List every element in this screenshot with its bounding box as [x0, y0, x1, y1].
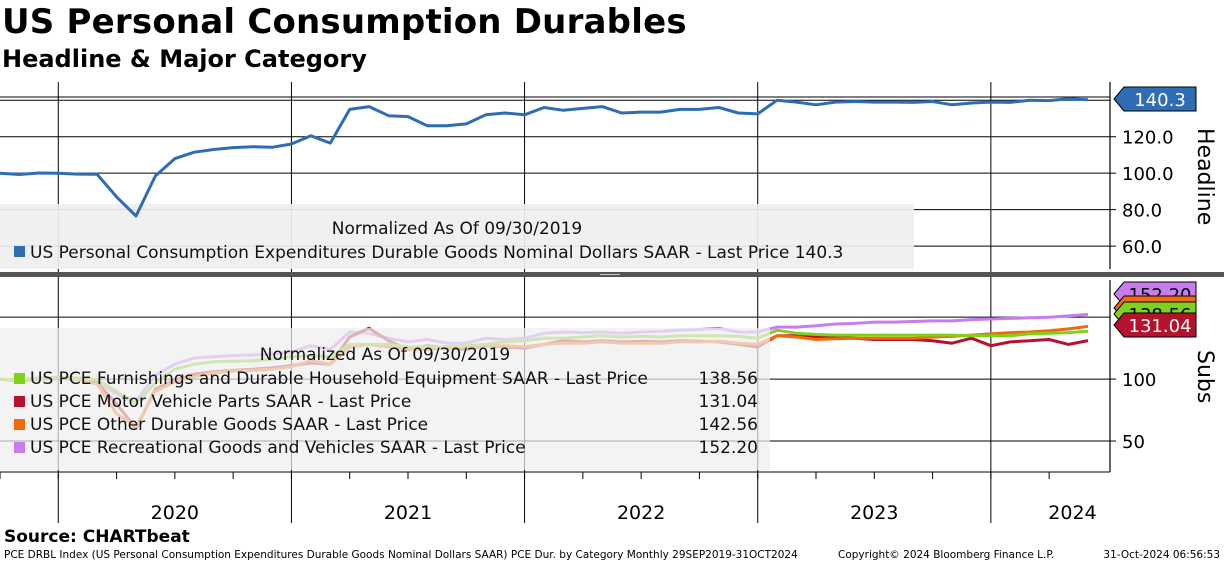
footer-timestamp: 31-Oct-2024 06:56:53 [1103, 549, 1220, 561]
legend-last-price-recreational: 152.20 [699, 438, 758, 458]
legend-swatch-motor [14, 396, 25, 407]
legend-label-recreational: US PCE Recreational Goods and Vehicles S… [30, 438, 526, 458]
legend-label-motor: US PCE Motor Vehicle Parts SAAR - Last P… [30, 392, 411, 412]
last-value-tag-motor-vehicle-shape [1113, 312, 1197, 338]
last-value-tag-headline: 140.3 [1113, 86, 1197, 112]
footer-copyright: Copyright© 2024 Bloomberg Finance L.P. [838, 549, 1055, 561]
legend-swatch-other [14, 419, 25, 430]
x-tick-label-2023: 2023 [850, 502, 898, 524]
legend-swatch-headline [14, 246, 25, 257]
bottom-y-tick-label: 100 [1122, 370, 1156, 391]
bottom-legend-box [0, 328, 770, 470]
x-tick-label-2021: 2021 [384, 502, 432, 524]
top-y-tick-label: 60.0 [1122, 237, 1162, 258]
bottom-legend: Normalized As Of 09/30/2019 US PCE Furnis… [0, 328, 770, 470]
top-y-tick-label: 100.0 [1122, 164, 1174, 185]
footer-description: PCE DRBL Index (US Personal Consumption … [4, 549, 798, 561]
legend-last-price-other: 142.56 [699, 415, 758, 435]
last-value-tag-headline-text: 140.3 [1134, 90, 1186, 111]
top-legend-header: Normalized As Of 09/30/2019 [332, 219, 582, 239]
top-y-tick-label: 80.0 [1122, 201, 1162, 222]
legend-swatch-recreational [14, 442, 25, 453]
top-y-axis-title: Headline [1192, 128, 1217, 225]
last-value-tag-motor-vehicle: 131.04 [1113, 312, 1197, 338]
legend-label-furnishings: US PCE Furnishings and Durable Household… [30, 369, 648, 389]
legend-label-headline: US Personal Consumption Expenditures Dur… [30, 243, 843, 263]
last-value-tag-motor-vehicle-text: 131.04 [1129, 316, 1192, 337]
x-tick-label-2024: 2024 [1048, 502, 1096, 524]
source-label: Source: CHARTbeat [4, 527, 190, 547]
top-y-tick-label: 120.0 [1122, 128, 1174, 149]
legend-last-price-furnishings: 138.56 [699, 369, 758, 389]
bottom-y-tick-label: 50 [1122, 432, 1145, 453]
legend-swatch-furnishings [14, 373, 25, 384]
last-value-tag-headline-shape [1113, 86, 1197, 112]
x-tick-label-2020: 2020 [151, 502, 199, 524]
legend-label-other: US PCE Other Durable Goods SAAR - Last P… [30, 415, 428, 435]
chart-title: US Personal Consumption Durables [2, 2, 687, 42]
chart-subtitle: Headline & Major Category [2, 45, 367, 73]
top-legend: Normalized As Of 09/30/2019 US Personal C… [0, 204, 914, 269]
x-tick-label-2022: 2022 [617, 502, 665, 524]
series-line-headline [0, 97, 1089, 218]
bottom-y-axis-title: Subs [1192, 350, 1217, 403]
bottom-legend-header: Normalized As Of 09/30/2019 [260, 345, 510, 365]
top-legend-box [0, 204, 914, 269]
legend-last-price-motor: 131.04 [699, 392, 758, 412]
